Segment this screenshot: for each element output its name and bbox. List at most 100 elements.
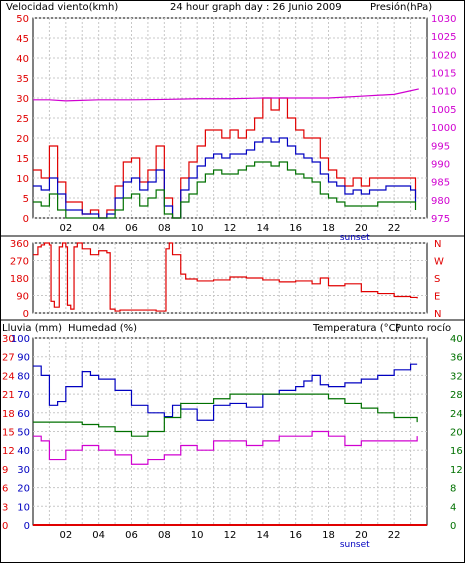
wind-speed-tick: 25 [16,114,29,125]
x-tick-label: 04 [92,223,105,234]
pressure-tick: 985 [431,178,450,189]
compass-label: E [434,292,440,303]
humidity-tick: 30 [17,465,30,476]
dewpoint-label: Punto rocío [395,322,451,334]
x-tick-label: 16 [289,223,302,234]
pressure-tick: 990 [431,159,450,170]
rain-tick: 3 [2,502,8,513]
x-tick-label: 18 [322,223,335,234]
rain-tick: 27 [2,353,15,364]
temperature-tick: 32 [450,371,463,382]
pressure-tick: 1000 [431,123,456,134]
humidity-tick: 60 [17,409,30,420]
temperature-tick: 12 [450,465,463,476]
temperature-label: Temperatura (°C) [312,323,400,334]
temperature-tick: 0 [450,521,456,532]
pressure-tick: 1015 [431,69,456,80]
x-tick-label: 20 [355,223,368,234]
x-tick-label: 12 [224,530,237,541]
series-line-wind_gust [33,97,417,219]
direction-tick: 90 [16,292,29,303]
temperature-tick: 28 [450,390,463,401]
x-tick-label: 20 [355,530,368,541]
x-tick-label: 06 [125,223,138,234]
wind-speed-tick: 30 [16,94,29,105]
direction-tick: 0 [23,309,29,320]
x-tick-label: 10 [191,223,204,234]
x-tick-label: 14 [256,223,269,234]
x-tick-label: 04 [92,530,105,541]
direction-tick: 180 [10,274,29,285]
temperature-tick: 20 [450,428,463,439]
wind-speed-tick: 0 [23,214,29,225]
temperature-tick: 36 [450,353,463,364]
x-tick-label: 10 [191,530,204,541]
pressure-tick: 980 [431,196,450,207]
wind-speed-tick: 10 [16,174,29,185]
pressure-tick: 1010 [431,87,456,98]
humidity-tick: 90 [17,353,30,364]
pressure-label: Presión(hPa) [370,1,432,13]
rain-label: Lluvia (mm) [2,323,62,334]
rain-tick: 12 [2,446,15,457]
x-tick-label: 02 [59,530,72,541]
compass-label: N [434,239,441,250]
humidity-tick: 50 [17,428,30,439]
humidity-tick: 80 [17,371,30,382]
temperature-tick: 8 [450,484,456,495]
x-tick-label: 08 [158,530,171,541]
humidity-tick: 0 [24,521,30,532]
rain-tick: 21 [2,390,15,401]
wind-speed-tick: 45 [16,34,29,45]
rain-tick: 15 [2,428,15,439]
temperature-tick: 4 [450,502,456,513]
humidity-tick: 10 [17,502,30,513]
pressure-tick: 1005 [431,105,456,116]
humidity-tick: 40 [17,446,30,457]
x-tick-label: 22 [388,223,401,234]
rain-tick: 24 [2,371,15,382]
rain-tick: 30 [2,334,15,345]
rain-tick: 18 [2,409,15,420]
chart-title: 24 hour graph day : 26 Junio 2009 [170,2,342,13]
x-tick-label: 02 [59,223,72,234]
rain-tick: 9 [2,465,8,476]
x-tick-label: 22 [388,530,401,541]
x-tick-label: 08 [158,223,171,234]
humidity-tick: 70 [17,390,30,401]
humidity-tick: 20 [17,484,30,495]
wind-speed-tick: 20 [16,134,29,145]
wind-speed-tick: 35 [16,74,29,85]
x-tick-label: 18 [322,530,335,541]
compass-label: N [434,309,441,320]
rain-tick: 0 [2,521,8,532]
direction-tick: 270 [10,257,29,268]
temperature-tick: 24 [450,409,463,420]
compass-label: S [434,274,440,285]
sunset-label: sunset [340,540,370,550]
direction-tick: 360 [10,239,29,250]
x-tick-label: 06 [125,530,138,541]
wind-speed-tick: 5 [23,194,29,205]
x-tick-label: 12 [224,223,237,234]
series-line-temperature [33,393,418,437]
series-line-pressure [33,88,419,102]
pressure-tick: 1025 [431,32,456,43]
pressure-tick: 995 [431,141,450,152]
wind-speed-label: Velocidad viento(kmh) [6,2,118,13]
temperature-tick: 40 [450,334,463,345]
series-line-direction [33,242,418,312]
chart-layer: 02 04 06 08 10 12 14 16 18 20 22sunset051015202530… [2,14,463,550]
temperature-tick: 16 [450,446,463,457]
wind-speed-tick: 15 [16,154,29,165]
series-line-wind_direction_low [33,161,417,219]
wind-speed-tick: 40 [16,54,29,65]
rain-tick: 6 [2,484,8,495]
wind-speed-tick: 50 [16,14,29,25]
series-line-humidity [33,363,418,421]
sunset-label: sunset [340,233,370,243]
pressure-tick: 1030 [431,14,456,25]
